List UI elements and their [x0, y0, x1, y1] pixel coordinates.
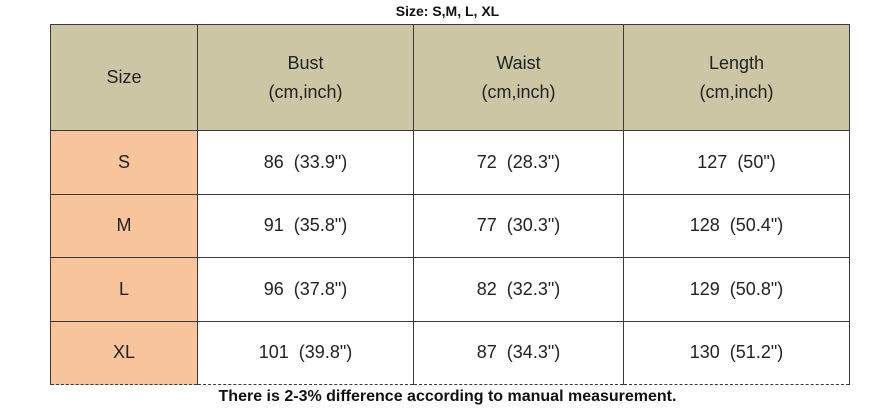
size-cell: XL — [50, 320, 198, 385]
size-cell: S — [50, 130, 198, 195]
measure-cell: 130 (51.2") — [623, 320, 850, 385]
measure-cell: 72 (28.3") — [413, 130, 624, 195]
header-row: Size Bust (cm,inch) Waist (cm,inch) Length (cm… — [50, 24, 850, 131]
header-unit: (cm,inch) — [268, 81, 343, 102]
header-unit: (cm,inch) — [481, 81, 556, 102]
measure-cell: 91 (35.8") — [197, 193, 414, 258]
title: Size: S,M, L, XL — [395, 3, 500, 19]
header-unit: (cm,inch) — [699, 81, 774, 102]
row: S 86 (33.9") 72 (28.3") 127 (50") — [50, 130, 850, 195]
measure-cell: 101 (39.8") — [197, 320, 414, 385]
row: L 96 (37.8") 82 (32.3") 129 (50.8") — [50, 257, 850, 322]
note: There is 2-3% difference according to ma… — [218, 388, 677, 405]
header-name: Waist — [496, 52, 541, 73]
measure-cell: 127 (50") — [623, 130, 850, 195]
measure-cell: 87 (34.3") — [413, 320, 624, 385]
measure-cell: 128 (50.4") — [623, 193, 850, 258]
measure-cell: 77 (30.3") — [413, 193, 624, 258]
header-name: Bust — [287, 52, 324, 73]
row: XL 101 (39.8") 87 (34.3") 130 (51.2") — [50, 320, 850, 385]
header-cell: Bust (cm,inch) — [197, 24, 414, 131]
measure-cell: 96 (37.8") — [197, 257, 414, 322]
header-cell: Waist (cm,inch) — [413, 24, 624, 131]
header-name: Length — [708, 52, 765, 73]
header-cell: Length (cm,inch) — [623, 24, 850, 131]
measure-cell: 129 (50.8") — [623, 257, 850, 322]
size-cell: L — [50, 257, 198, 322]
row: M 91 (35.8") 77 (30.3") 128 (50.4") — [50, 193, 850, 258]
size-table: Size Bust (cm,inch) Waist (cm,inch) Length (cm… — [50, 24, 850, 385]
measure-cell: 82 (32.3") — [413, 257, 624, 322]
header-name: Size — [106, 67, 142, 87]
measure-cell: 86 (33.9") — [197, 130, 414, 195]
header-cell: Size — [50, 24, 198, 131]
size-cell: M — [50, 193, 198, 258]
table-body: S 86 (33.9") 72 (28.3") 127 (50") M 91 (35.8"… — [50, 130, 850, 385]
